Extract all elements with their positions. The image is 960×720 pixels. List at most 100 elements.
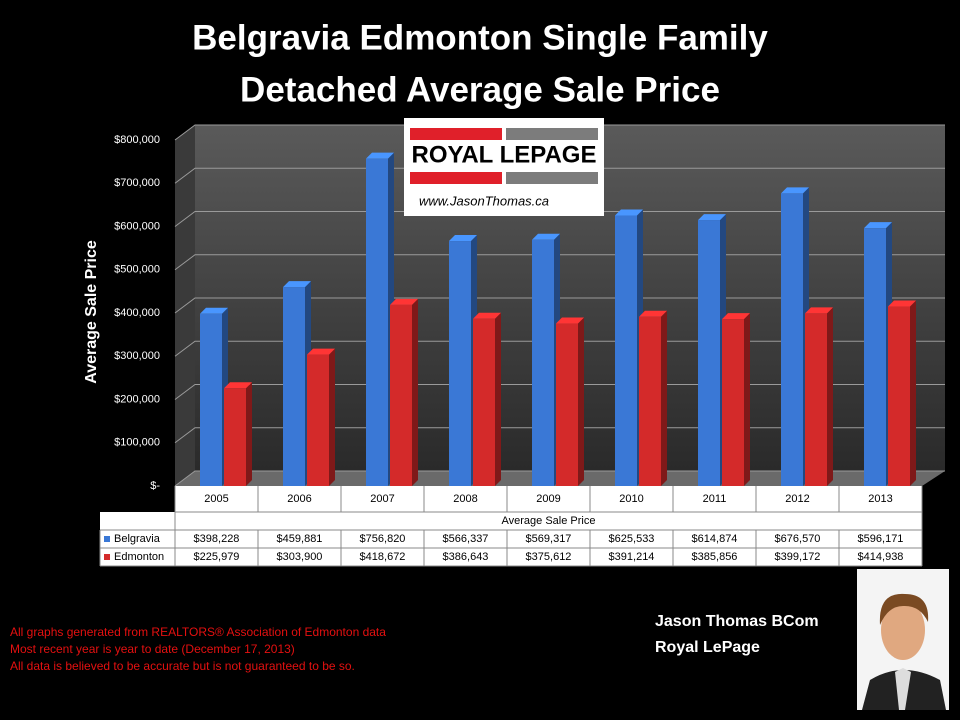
bar-side <box>827 307 833 486</box>
legend-label: Belgravia <box>114 533 161 545</box>
bar-front <box>864 228 886 486</box>
x-tick-label: 2010 <box>619 493 643 505</box>
y-tick-label: $300,000 <box>114 350 160 362</box>
x-axis-title: Average Sale Price <box>502 515 596 527</box>
bar-side <box>744 313 750 486</box>
bar <box>864 222 892 486</box>
logo-bar <box>410 128 502 140</box>
bar-side <box>246 382 252 486</box>
data-label: $399,172 <box>775 551 821 563</box>
data-label: $398,228 <box>194 533 240 545</box>
grid-line <box>174 167 945 184</box>
data-label: $391,214 <box>609 551 655 563</box>
bar-top <box>722 313 750 320</box>
hair <box>879 593 929 625</box>
bar-top <box>366 152 394 159</box>
bars <box>200 152 916 486</box>
bar-top <box>556 317 584 324</box>
logo-brand: ROYAL LEPAGE <box>412 141 597 168</box>
bar-top <box>805 307 833 314</box>
bar <box>781 187 809 486</box>
bar-front <box>449 241 471 486</box>
shirt <box>895 668 911 710</box>
bar <box>556 317 584 486</box>
logo-bar <box>410 172 502 184</box>
bar-front <box>639 316 661 486</box>
x-tick-label: 2005 <box>204 493 228 505</box>
y-axis-title: Average Sale Price <box>83 240 100 384</box>
data-label: $418,672 <box>360 551 406 563</box>
bar-front <box>556 323 578 486</box>
x-tick-label: 2006 <box>287 493 311 505</box>
legend-swatch <box>104 554 110 560</box>
data-label: $566,337 <box>443 533 489 545</box>
bar <box>888 300 916 486</box>
y-tick-label: $200,000 <box>114 393 160 405</box>
data-label: $625,533 <box>609 533 655 545</box>
bar-side <box>661 310 667 486</box>
bar-top <box>888 300 916 307</box>
x-tick-label: 2007 <box>370 493 394 505</box>
logo-url: www.JasonThomas.ca <box>419 193 549 208</box>
bar-front <box>532 239 554 486</box>
bar <box>366 152 394 486</box>
y-tick-label: $400,000 <box>114 307 160 319</box>
bar <box>722 313 750 486</box>
footnote: All data is believed to be accurate but … <box>10 659 355 673</box>
grid-line <box>174 427 945 444</box>
author-company: Royal LePage <box>655 639 760 656</box>
x-tick-label: 2012 <box>785 493 809 505</box>
author-name: Jason Thomas BCom <box>655 613 819 630</box>
footnote: Most recent year is year to date (Decemb… <box>10 642 295 656</box>
bar <box>473 312 501 486</box>
bar-front <box>615 215 637 486</box>
bar <box>224 382 252 486</box>
bar-side <box>910 300 916 486</box>
data-label: $375,612 <box>526 551 572 563</box>
data-label: $569,317 <box>526 533 572 545</box>
logo-bar <box>506 128 598 140</box>
bar-front <box>722 319 744 486</box>
bar <box>390 298 418 486</box>
grid-line <box>174 297 945 314</box>
bar-front <box>390 304 412 486</box>
bar <box>449 235 477 486</box>
bar-top <box>200 307 228 314</box>
legend-label: Edmonton <box>114 551 164 563</box>
data-label: $385,856 <box>692 551 738 563</box>
x-tick-label: 2009 <box>536 493 560 505</box>
grid-line <box>174 470 945 487</box>
grid-line <box>174 124 945 141</box>
data-label: $596,171 <box>858 533 904 545</box>
bar <box>698 214 726 486</box>
bar <box>615 209 643 486</box>
data-label: $756,820 <box>360 533 406 545</box>
bar-top <box>864 222 892 229</box>
bar-front <box>781 193 803 486</box>
bar-front <box>307 354 329 486</box>
bar <box>805 307 833 486</box>
y-tick-label: $800,000 <box>114 134 160 146</box>
chart-title: Detached Average Sale Price <box>240 70 720 109</box>
grid-line <box>174 340 945 357</box>
bar-front <box>698 220 720 486</box>
x-tick-label: 2013 <box>868 493 892 505</box>
bar-top <box>615 209 643 216</box>
bar-top <box>532 233 560 240</box>
legend-swatch <box>104 536 110 542</box>
bar-top <box>283 281 311 288</box>
data-table: 2005 2006 2007 2008 2009 2010 2011 2012 2013 Aver… <box>99 486 923 567</box>
logo: ROYAL LEPAGE www.JasonThomas.ca <box>404 118 604 216</box>
data-label: $459,881 <box>277 533 323 545</box>
y-tick-label: $500,000 <box>114 264 160 276</box>
y-tick-label: $600,000 <box>114 220 160 232</box>
table-header-bg <box>175 486 922 512</box>
data-label: $614,874 <box>692 533 738 545</box>
bar <box>307 348 335 486</box>
grid: $- $100,000 $200,000 $300,000 $400,000 $500,0… <box>114 124 945 492</box>
bar-side <box>578 317 584 486</box>
bar-top <box>473 312 501 319</box>
chart-title: Belgravia Edmonton Single Family <box>192 18 768 57</box>
y-tick-label: $- <box>150 480 160 492</box>
x-tick-label: 2011 <box>703 493 727 505</box>
